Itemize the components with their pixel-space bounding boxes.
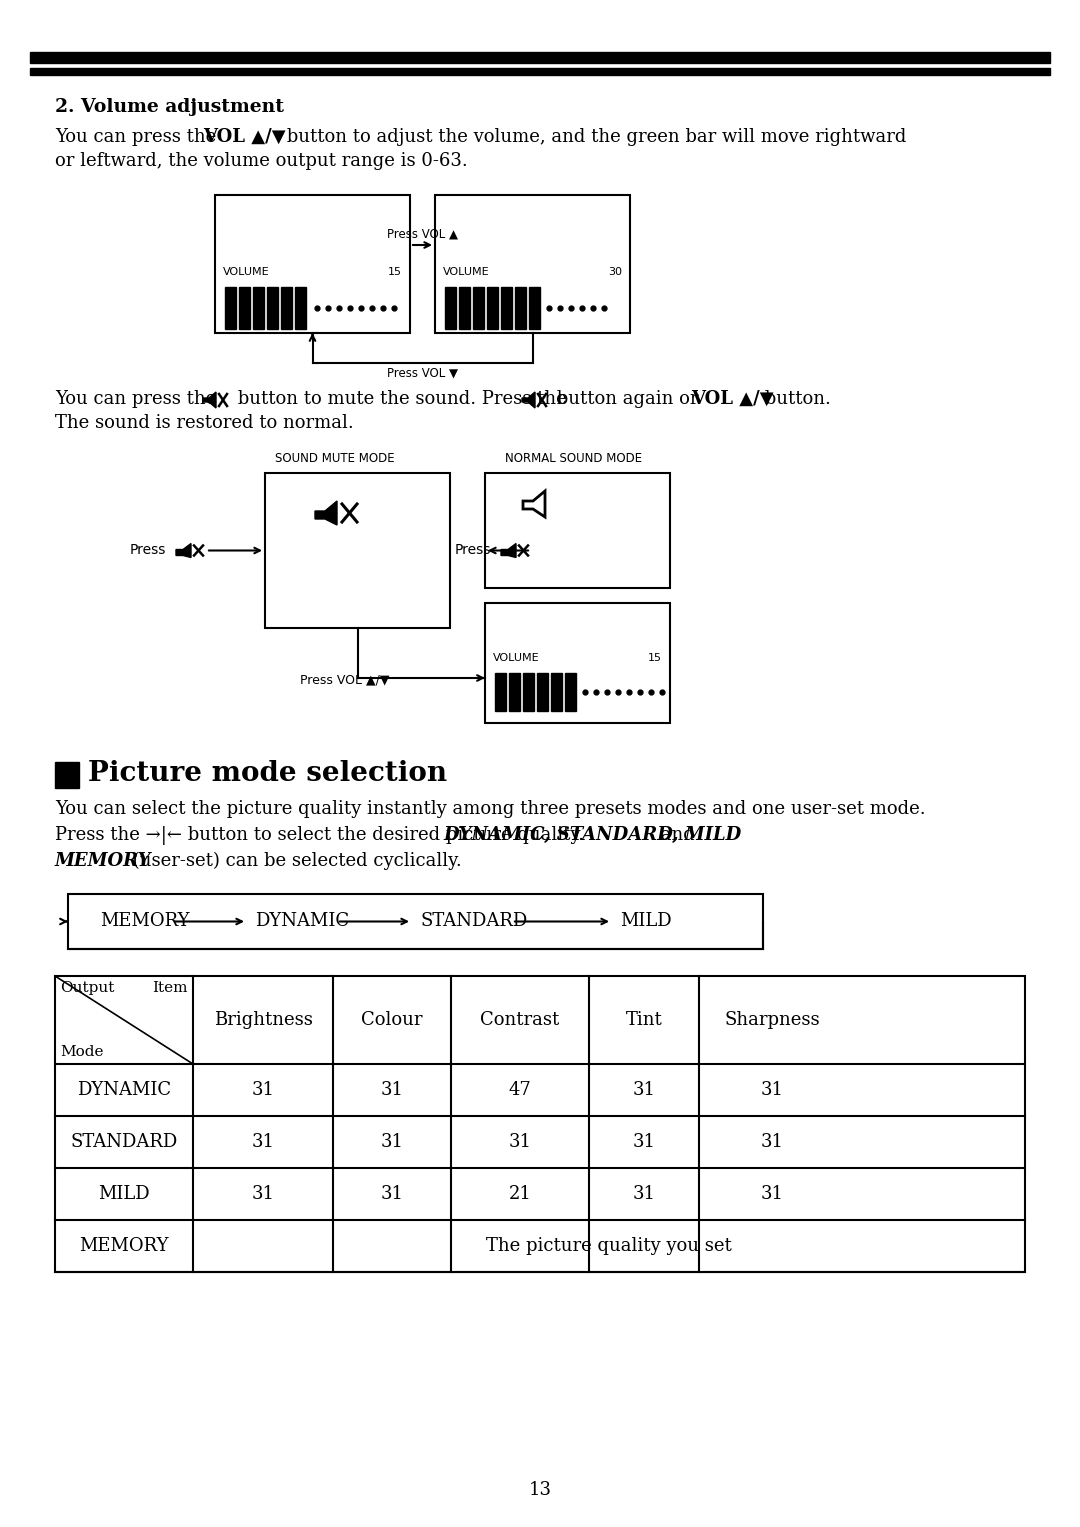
Text: Picture mode selection: Picture mode selection [87, 760, 447, 786]
Bar [515, 287, 526, 328]
Text: 31: 31 [252, 1081, 274, 1099]
Bar [495, 673, 507, 712]
Text: or leftward, the volume output range is 0-63.: or leftward, the volume output range is … [55, 153, 468, 169]
Bar [435, 195, 630, 333]
Bar [265, 473, 450, 628]
Bar [445, 287, 456, 328]
Text: Press the →|← button to select the desired picture quality.: Press the →|← button to select the desir… [55, 826, 590, 844]
Text: DYNAMIC: DYNAMIC [77, 1081, 171, 1099]
Text: 47: 47 [509, 1081, 531, 1099]
Bar [551, 673, 562, 712]
Text: Contrast: Contrast [481, 1011, 559, 1029]
Text: 31: 31 [760, 1081, 783, 1099]
Bar [55, 976, 1025, 1272]
Bar [523, 673, 534, 712]
Bar [565, 673, 576, 712]
Text: VOLUME: VOLUME [222, 267, 270, 276]
Bar [225, 287, 237, 328]
Text: button to mute the sound. Press the: button to mute the sound. Press the [232, 389, 572, 408]
Text: VOL ▲/▼: VOL ▲/▼ [203, 128, 285, 147]
Bar [295, 287, 306, 328]
Text: You can press the: You can press the [55, 389, 222, 408]
Bar [501, 287, 512, 328]
Text: 2. Volume adjustment: 2. Volume adjustment [55, 98, 284, 116]
Text: 31: 31 [760, 1185, 783, 1203]
Text: MILD: MILD [98, 1185, 150, 1203]
Text: 15: 15 [648, 654, 662, 663]
Text: Press VOL ▼: Press VOL ▼ [387, 366, 458, 380]
Bar [537, 673, 548, 712]
Text: 21: 21 [509, 1185, 531, 1203]
Text: Brightness: Brightness [214, 1011, 312, 1029]
Text: NORMAL SOUND MODE: NORMAL SOUND MODE [505, 452, 643, 466]
Text: 31: 31 [380, 1133, 404, 1151]
Text: button to adjust the volume, and the green bar will move rightward: button to adjust the volume, and the gre… [281, 128, 906, 147]
Text: VOL ▲/▼: VOL ▲/▼ [691, 389, 773, 408]
Bar [30, 52, 1050, 63]
Bar [239, 287, 249, 328]
Text: MEMORY: MEMORY [55, 852, 151, 870]
Text: Press: Press [455, 544, 491, 557]
Polygon shape [203, 392, 216, 408]
Text: SOUND MUTE MODE: SOUND MUTE MODE [275, 452, 394, 466]
Bar [459, 287, 470, 328]
Text: 31: 31 [380, 1081, 404, 1099]
Bar [267, 287, 278, 328]
Polygon shape [523, 492, 545, 518]
Text: Mode: Mode [60, 1044, 104, 1060]
Text: Item: Item [152, 980, 188, 996]
Bar [529, 287, 540, 328]
Bar [55, 762, 79, 788]
Text: 15: 15 [388, 267, 402, 276]
Text: Tint: Tint [625, 1011, 662, 1029]
Bar [281, 287, 292, 328]
Text: 30: 30 [608, 267, 622, 276]
Text: Press: Press [130, 544, 166, 557]
Bar [485, 473, 670, 588]
Bar [487, 287, 498, 328]
Text: Press VOL ▲/▼: Press VOL ▲/▼ [300, 673, 390, 687]
Bar [473, 287, 484, 328]
Polygon shape [315, 501, 337, 525]
Text: 31: 31 [633, 1185, 656, 1203]
Text: 31: 31 [633, 1133, 656, 1151]
Text: The sound is restored to normal.: The sound is restored to normal. [55, 414, 354, 432]
Text: Output: Output [60, 980, 114, 996]
Bar [509, 673, 519, 712]
Bar [30, 69, 1050, 75]
Bar [253, 287, 264, 328]
Text: 31: 31 [760, 1133, 783, 1151]
Text: 31: 31 [252, 1185, 274, 1203]
Bar [485, 603, 670, 722]
Text: MILD: MILD [620, 913, 672, 930]
Polygon shape [176, 544, 191, 557]
Polygon shape [522, 392, 535, 408]
Text: You can select the picture quality instantly among three presets modes and one u: You can select the picture quality insta… [55, 800, 926, 818]
Text: DYNAMIC, STANDARD, MILD: DYNAMIC, STANDARD, MILD [443, 826, 741, 844]
Text: VOLUME: VOLUME [492, 654, 540, 663]
Text: Colour: Colour [361, 1011, 422, 1029]
Text: 31: 31 [380, 1185, 404, 1203]
Text: 31: 31 [509, 1133, 531, 1151]
Text: VOLUME: VOLUME [443, 267, 489, 276]
Text: (user-set) can be selected cyclically.: (user-set) can be selected cyclically. [127, 852, 462, 870]
Text: STANDARD: STANDARD [420, 913, 527, 930]
Text: MEMORY: MEMORY [79, 1237, 168, 1255]
Text: button.: button. [759, 389, 831, 408]
Bar [68, 893, 762, 948]
Text: Press VOL ▲: Press VOL ▲ [387, 228, 458, 241]
Bar [215, 195, 410, 333]
Text: button again or: button again or [551, 389, 704, 408]
Text: The picture quality you set: The picture quality you set [486, 1237, 732, 1255]
Text: DYNAMIC: DYNAMIC [255, 913, 349, 930]
Text: MEMORY: MEMORY [100, 913, 189, 930]
Polygon shape [501, 544, 516, 557]
Text: You can press the: You can press the [55, 128, 222, 147]
Text: 31: 31 [252, 1133, 274, 1151]
Text: 31: 31 [633, 1081, 656, 1099]
Text: 13: 13 [528, 1481, 552, 1500]
Text: and: and [654, 826, 694, 844]
Text: STANDARD: STANDARD [70, 1133, 177, 1151]
Text: Sharpness: Sharpness [725, 1011, 820, 1029]
